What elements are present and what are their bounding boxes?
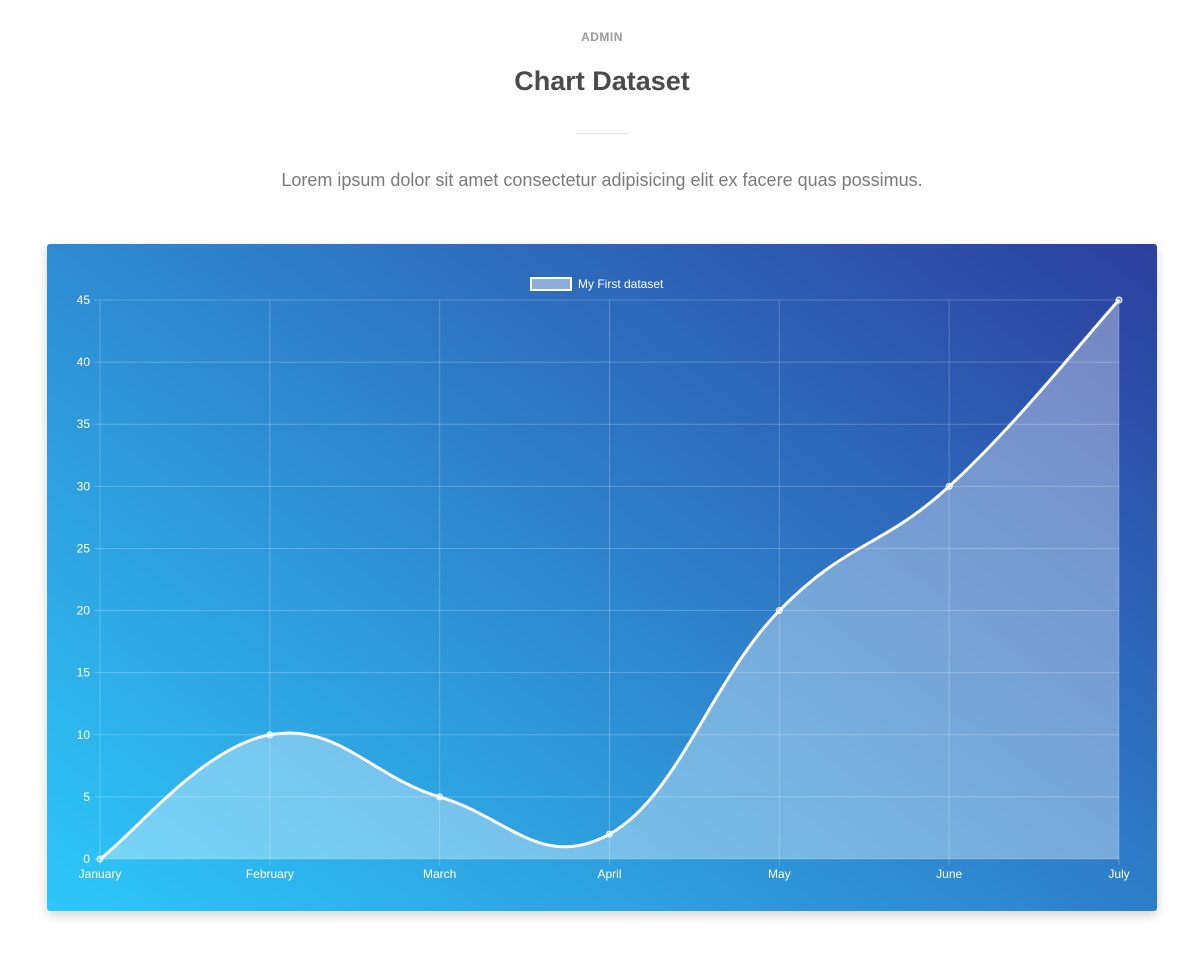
series-area	[100, 300, 1119, 859]
y-tick-label: 25	[77, 541, 91, 555]
title-divider	[576, 133, 628, 134]
x-tick-label: June	[936, 867, 962, 881]
y-tick-label: 10	[77, 728, 91, 742]
data-point	[436, 793, 444, 801]
y-tick-label: 5	[83, 790, 90, 804]
y-tick-label: 45	[77, 293, 91, 307]
y-tick-label: 15	[77, 666, 91, 680]
area-chart: 0 5 10 15 20 25 30 35 40 45 January February March Ap…	[77, 293, 1130, 881]
data-point	[1115, 296, 1123, 304]
data-point	[606, 830, 613, 838]
x-tick-label: February	[246, 867, 294, 881]
y-tick-label: 40	[77, 355, 91, 369]
legend-swatch	[530, 277, 572, 291]
x-tick-label: January	[79, 867, 122, 881]
legend-label: My First dataset	[578, 277, 664, 291]
chart-card: My First dataset 0 5 10 15 20 25 30 35 40 45 Janua…	[47, 244, 1157, 911]
lead-text: Lorem ipsum dolor sit amet consectetur a…	[281, 170, 923, 190]
eyebrow-label: ADMIN	[581, 30, 623, 44]
x-tick-label: April	[597, 867, 621, 881]
y-tick-label: 30	[77, 479, 91, 493]
x-tick-label: May	[768, 867, 791, 881]
data-point	[96, 855, 104, 863]
chart-legend[interactable]: My First dataset	[530, 276, 663, 292]
x-tick-label: July	[1108, 867, 1129, 881]
series-line	[99, 298, 1121, 861]
y-tick-label: 0	[83, 852, 90, 866]
data-point	[945, 482, 953, 490]
x-tick-label: March	[423, 867, 456, 881]
data-point	[266, 731, 274, 739]
y-tick-label: 20	[77, 604, 91, 618]
page-title: Chart Dataset	[514, 66, 690, 96]
y-tick-label: 35	[77, 417, 91, 431]
data-point	[775, 607, 783, 615]
